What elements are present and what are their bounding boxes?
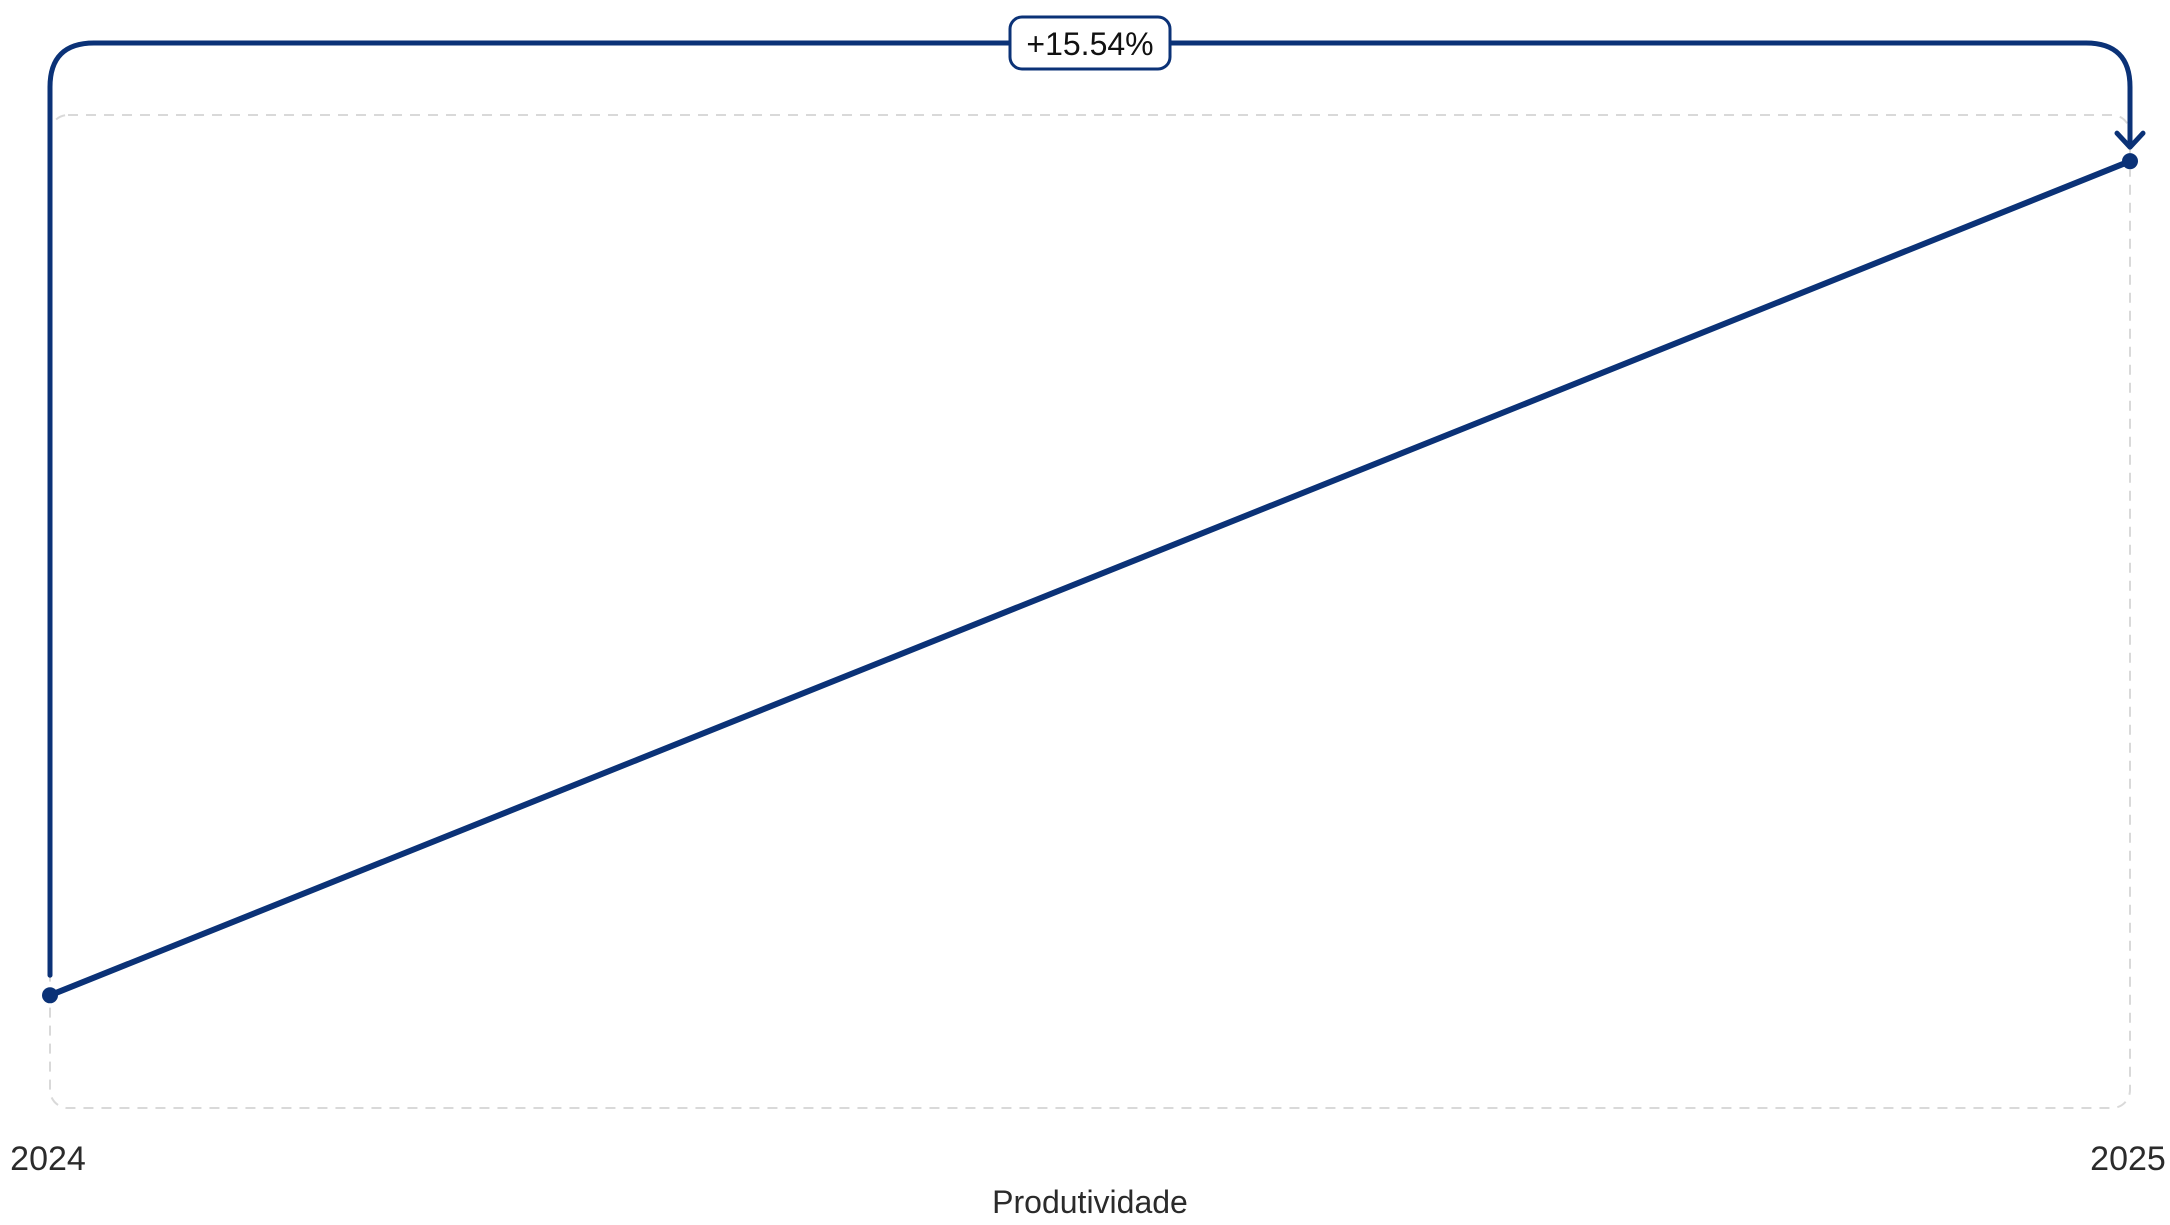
change-arrow-icon bbox=[2114, 130, 2146, 150]
x-tick-label-2025: 2025 bbox=[2090, 1140, 2166, 1178]
x-tick-label-2024: 2024 bbox=[10, 1140, 86, 1178]
change-badge: +15.54% bbox=[1008, 15, 1172, 71]
x-tick-labels: 2024 2025 bbox=[10, 1140, 2166, 1178]
plot-frame bbox=[49, 114, 2131, 1109]
data-point-2024 bbox=[42, 987, 58, 1004]
data-point-2025 bbox=[2122, 153, 2138, 170]
points-layer bbox=[42, 153, 2138, 1004]
change-badge-box bbox=[1008, 15, 1172, 71]
x-axis-label: Produtividade bbox=[992, 1184, 1188, 1220]
change-bracket-line bbox=[47, 40, 2133, 978]
series-line bbox=[47, 158, 2133, 999]
change-badge-label: +15.54% bbox=[1026, 26, 1153, 62]
